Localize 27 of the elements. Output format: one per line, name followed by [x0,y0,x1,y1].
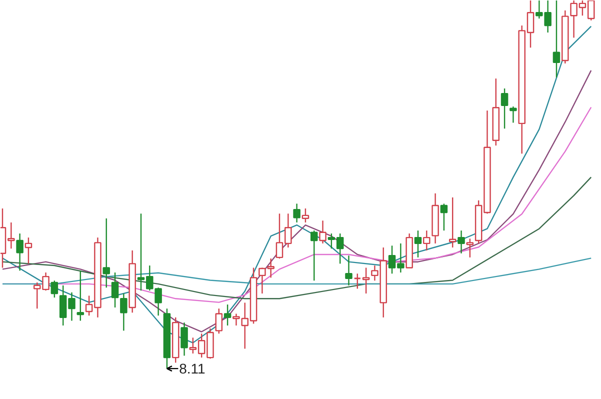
candlestick [302,208,310,224]
candlestick [310,230,318,282]
candlestick [458,230,465,254]
candlestick [552,0,560,78]
candlestick [500,88,508,130]
candlestick [448,196,456,248]
candlestick [354,273,362,290]
candlestick [440,203,448,232]
candlestick [102,218,110,288]
candlestick [423,230,430,252]
candlestick [414,230,422,258]
candlestick [224,304,232,326]
candlestick [24,236,32,264]
candlestick [120,292,128,332]
candlestick [111,272,119,308]
candlestick [293,203,300,224]
candlestick [466,238,474,258]
candlestick [345,254,352,286]
candlestick [362,267,370,294]
annotation: 8.11 [179,360,206,377]
candlestick [16,232,24,272]
candlestick [319,220,326,244]
candlestick [76,270,84,322]
candlestick [180,322,188,356]
candlestick [50,280,58,298]
candlestick [510,106,517,124]
candlestick [215,308,223,334]
